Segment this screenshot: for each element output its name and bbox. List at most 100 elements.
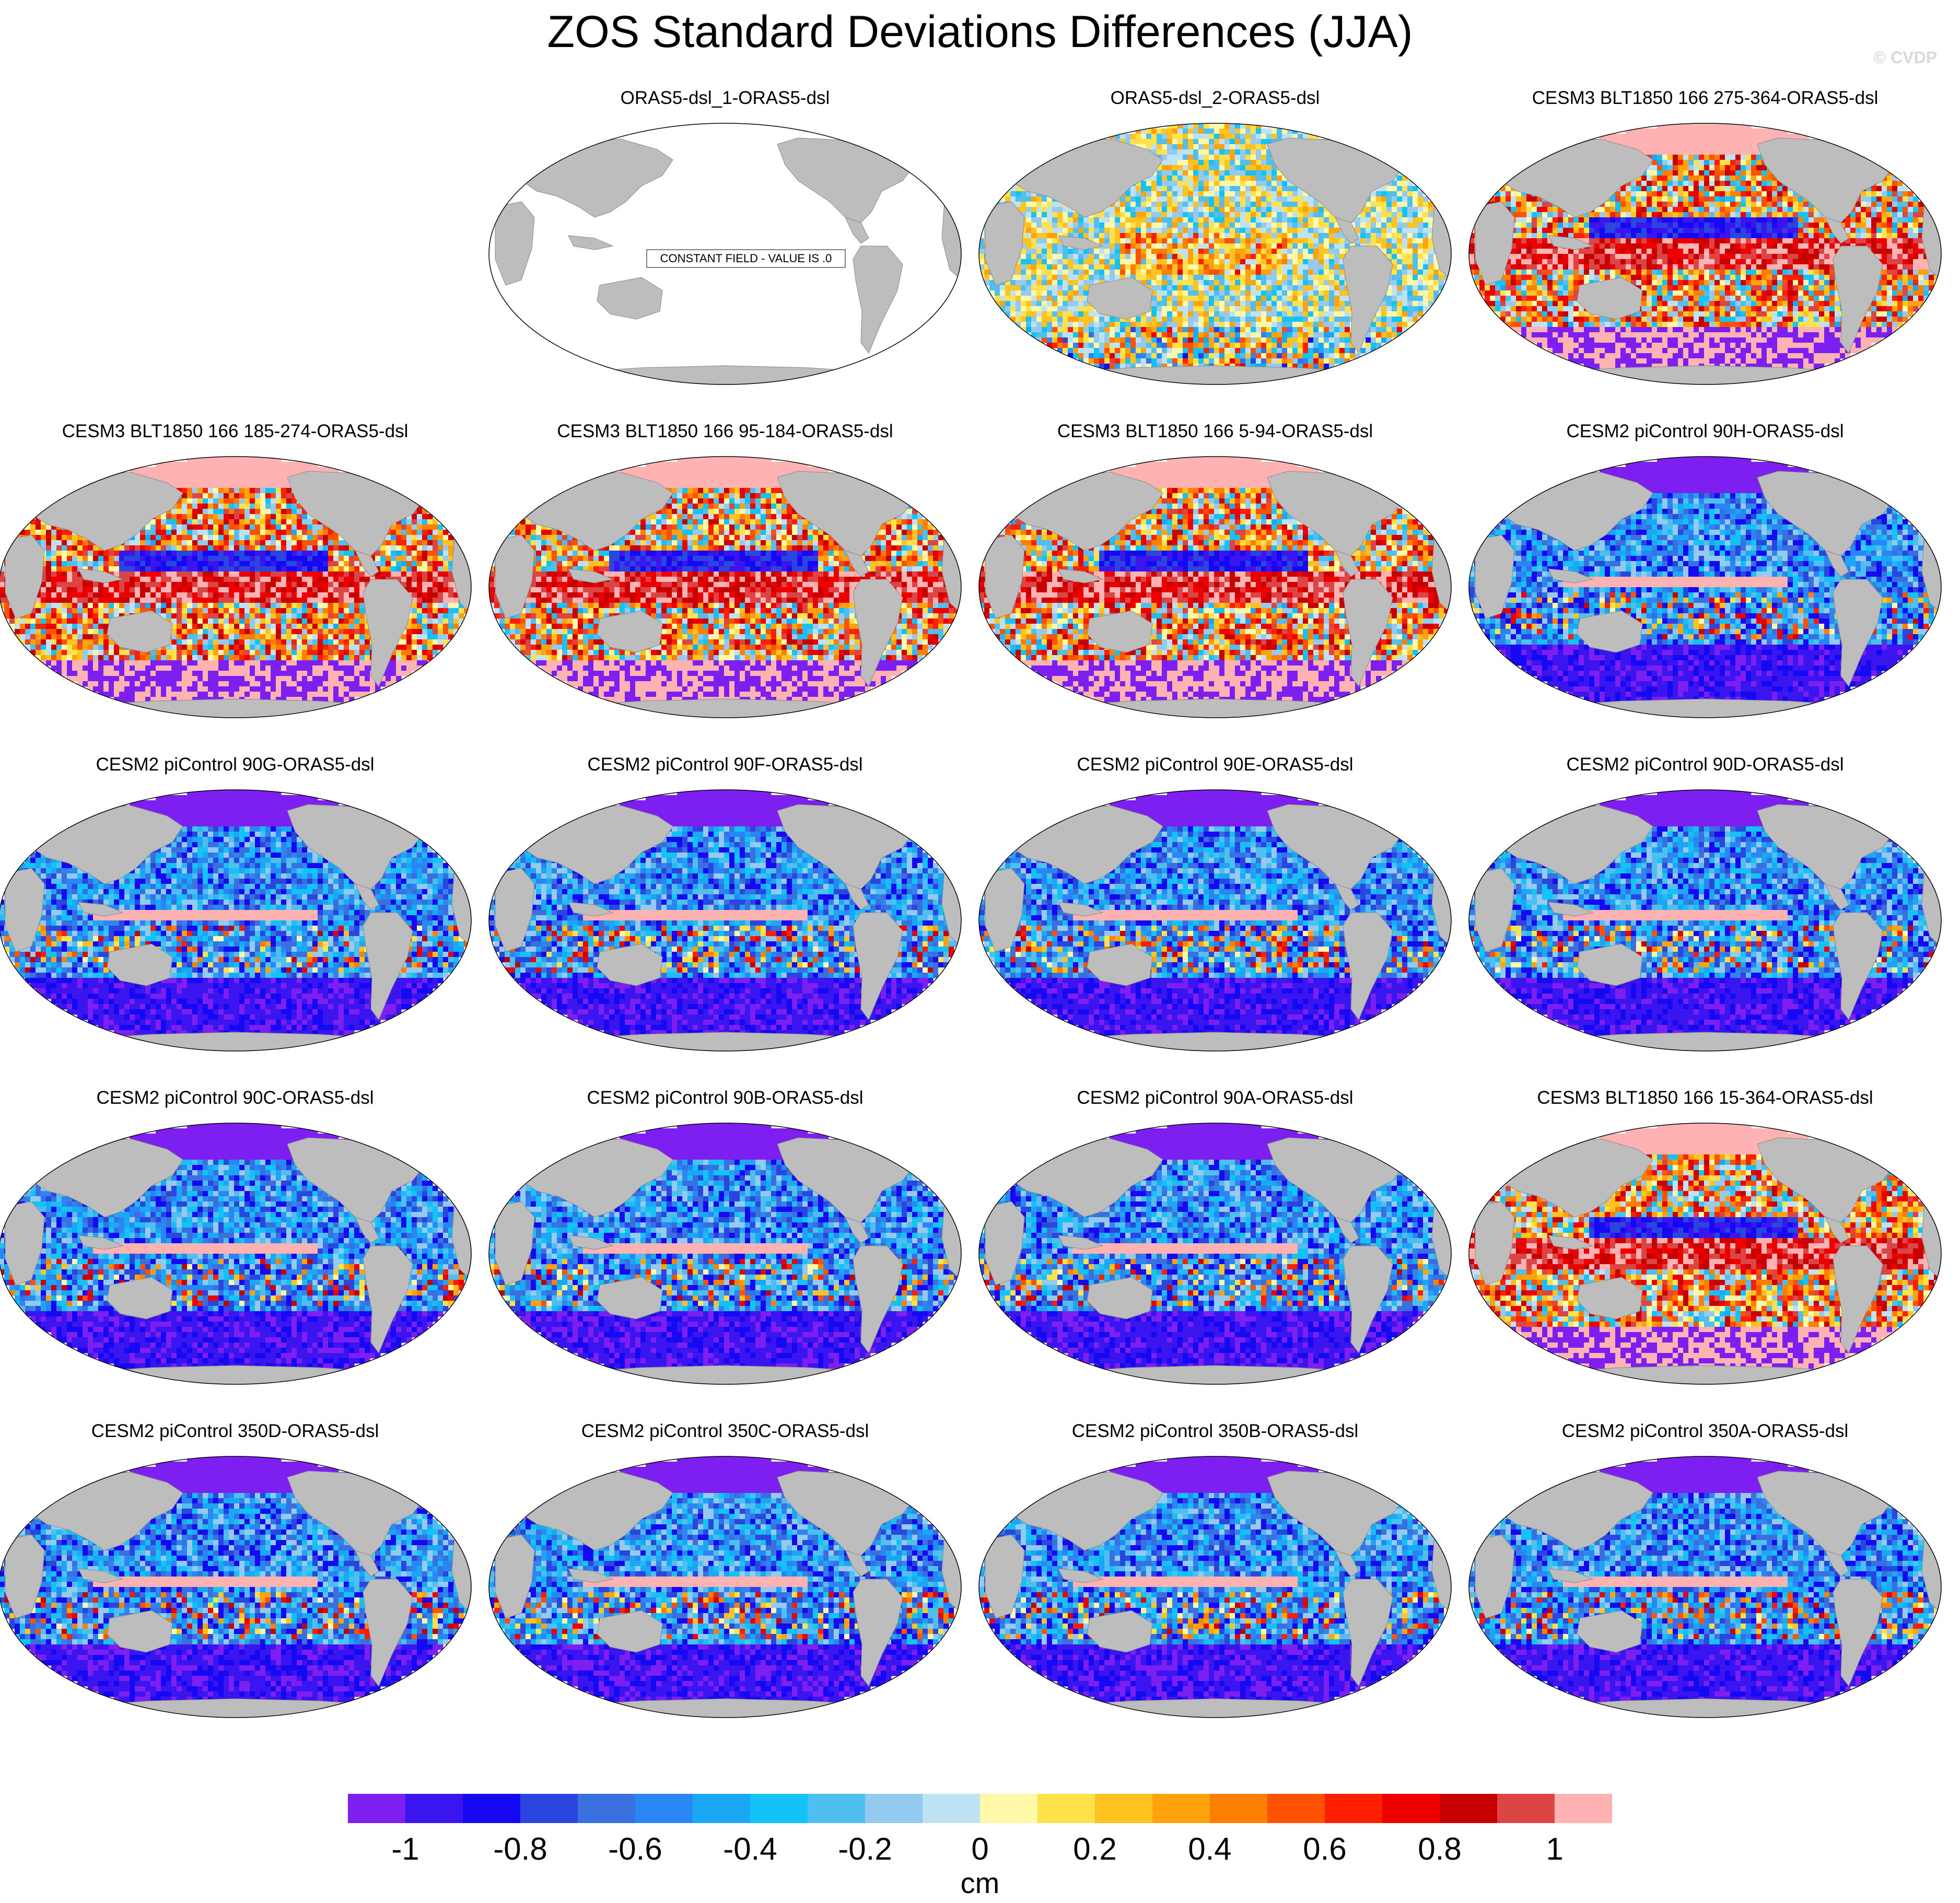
field-cell bbox=[1141, 191, 1147, 197]
field-cell bbox=[1052, 217, 1058, 223]
field-cell bbox=[1720, 228, 1725, 234]
field-cell bbox=[1188, 160, 1194, 166]
field-cell bbox=[1423, 217, 1429, 223]
field-cell bbox=[1282, 259, 1288, 265]
field-cell bbox=[1261, 155, 1267, 160]
field-cell bbox=[1271, 191, 1277, 197]
field-cell bbox=[1209, 170, 1215, 176]
field-cell bbox=[1204, 212, 1209, 218]
field-cell bbox=[1334, 285, 1340, 291]
field-cell bbox=[1376, 228, 1382, 234]
field-cell bbox=[1271, 353, 1277, 359]
field-cell bbox=[1798, 217, 1804, 223]
field-cell bbox=[1146, 212, 1152, 218]
field-cell bbox=[1209, 348, 1215, 354]
field-cell bbox=[1167, 134, 1173, 139]
field-cell bbox=[1204, 165, 1209, 171]
field-cell bbox=[1662, 170, 1668, 176]
field-cell bbox=[1292, 290, 1298, 296]
field-cell bbox=[1146, 191, 1152, 197]
field-cell bbox=[1694, 155, 1699, 160]
field-cell bbox=[1162, 337, 1168, 343]
field-cell bbox=[1224, 353, 1230, 359]
field-cell bbox=[1366, 343, 1371, 348]
field-cell bbox=[1292, 322, 1298, 328]
field-cell bbox=[1319, 217, 1324, 223]
field-cell bbox=[1104, 322, 1110, 328]
field-cell bbox=[1292, 223, 1298, 228]
field-cell bbox=[1298, 243, 1303, 249]
field-cell bbox=[1010, 186, 1016, 192]
field-cell bbox=[1136, 186, 1141, 192]
field-cell bbox=[1057, 217, 1063, 223]
field-cell bbox=[1741, 123, 1746, 129]
field-cell bbox=[1657, 176, 1663, 181]
field-cell bbox=[1819, 217, 1825, 223]
field-cell bbox=[1047, 296, 1053, 301]
field-cell bbox=[1767, 176, 1772, 181]
field-cell bbox=[1537, 202, 1543, 207]
field-cell bbox=[1730, 196, 1736, 202]
field-cell bbox=[1136, 129, 1141, 134]
field-cell bbox=[1714, 212, 1720, 218]
field-cell bbox=[1266, 212, 1272, 218]
field-cell bbox=[1209, 249, 1215, 254]
field-cell bbox=[1251, 311, 1256, 317]
map-panel: CESM3 BLT1850 166 275-364-ORAS5-dsl bbox=[1465, 88, 1945, 422]
field-cell bbox=[1856, 228, 1861, 234]
field-cell bbox=[1256, 296, 1262, 301]
field-cell bbox=[1198, 186, 1204, 192]
field-cell bbox=[1714, 191, 1720, 197]
field-cell bbox=[1746, 144, 1752, 150]
field-cell bbox=[1141, 322, 1147, 328]
field-cell bbox=[1850, 228, 1856, 234]
field-cell bbox=[1329, 223, 1335, 228]
field-cell bbox=[1214, 259, 1220, 265]
field-cell bbox=[1620, 191, 1626, 197]
field-cell bbox=[1652, 139, 1658, 145]
field-cell bbox=[1021, 306, 1026, 312]
field-cell bbox=[1235, 139, 1241, 145]
field-cell bbox=[1542, 223, 1548, 228]
field-cell bbox=[1871, 223, 1877, 228]
field-cell bbox=[1631, 191, 1637, 197]
field-cell bbox=[1172, 343, 1178, 348]
field-cell bbox=[1251, 149, 1256, 155]
field-cell bbox=[1287, 217, 1293, 223]
field-cell bbox=[1767, 191, 1772, 197]
field-cell bbox=[1188, 322, 1194, 328]
field-cell bbox=[1224, 144, 1230, 150]
field-cell bbox=[1329, 254, 1335, 260]
field-cell bbox=[1245, 129, 1251, 134]
field-cell bbox=[1193, 228, 1199, 234]
field-cell bbox=[1657, 165, 1663, 171]
field-cell bbox=[1042, 296, 1047, 301]
field-cell bbox=[1615, 196, 1621, 202]
field-cell bbox=[1861, 207, 1866, 213]
field-cell bbox=[1261, 228, 1267, 234]
field-cell bbox=[1532, 228, 1537, 234]
field-cell bbox=[1777, 228, 1783, 234]
field-cell bbox=[1198, 233, 1204, 239]
field-cell bbox=[1282, 353, 1288, 359]
field-cell bbox=[1329, 290, 1335, 296]
field-cell bbox=[1678, 129, 1684, 134]
field-cell bbox=[1277, 249, 1282, 254]
field-cell bbox=[1428, 264, 1434, 270]
field-cell bbox=[1073, 311, 1079, 317]
field-cell bbox=[1036, 254, 1042, 260]
field-cell bbox=[1010, 280, 1016, 286]
field-cell bbox=[1688, 217, 1694, 223]
field-cell bbox=[1047, 238, 1053, 244]
field-cell bbox=[1219, 270, 1225, 275]
field-cell bbox=[1329, 243, 1335, 249]
field-cell bbox=[1146, 259, 1152, 265]
field-cell bbox=[1913, 217, 1919, 223]
field-cell bbox=[1772, 202, 1778, 207]
field-cell bbox=[1647, 228, 1652, 234]
field-cell bbox=[1725, 129, 1731, 134]
field-cell bbox=[1605, 202, 1611, 207]
field-cell bbox=[1230, 311, 1235, 317]
field-cell bbox=[1068, 249, 1074, 254]
field-cell bbox=[1746, 149, 1752, 155]
